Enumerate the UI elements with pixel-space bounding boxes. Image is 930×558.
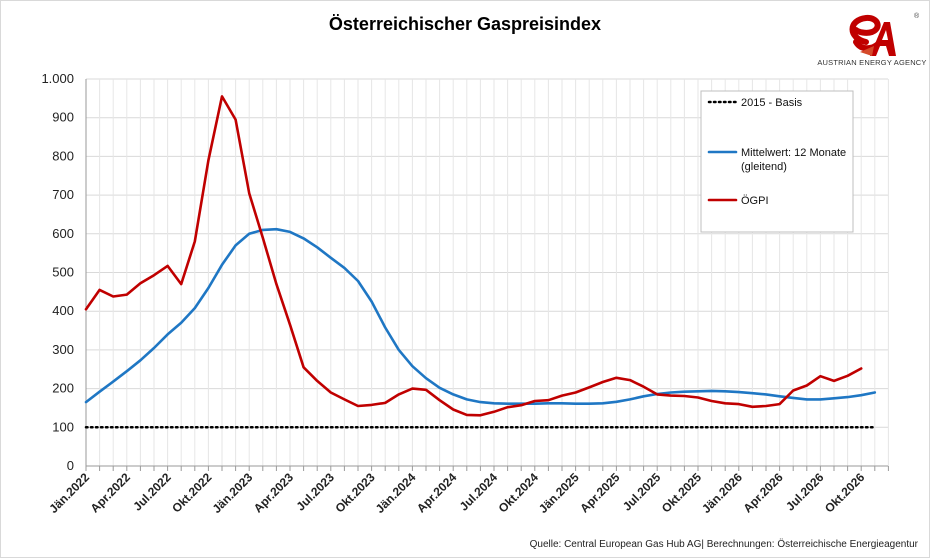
x-tick-label: Apr.2025 [577,470,623,516]
y-tick-label: 800 [52,148,74,163]
y-tick-label: 700 [52,187,74,202]
x-tick-label: Apr.2022 [88,470,134,516]
x-tick-label: Okt.2023 [332,470,378,516]
x-tick-label: Apr.2026 [740,470,786,516]
chart-title: Österreichischer Gaspreisindex [328,14,602,34]
x-tick-label: Jul.2024 [457,470,501,514]
x-tick-label: Okt.2024 [496,470,542,516]
x-tick-label: Jän.2022 [46,470,92,516]
y-tick-label: 100 [52,419,74,434]
legend: 2015 - Basis Mittelwert: 12 Monate (gleite… [700,90,854,233]
austrian-energy-agency-logo: ® [826,8,922,70]
x-tick-labels: Jän.2022Apr.2022Jul.2022Okt.2022Jän.2023… [46,470,867,516]
legend-label-2: ÖGPI [741,195,769,207]
y-tick-label: 200 [52,381,74,396]
y-tick-label: 500 [52,265,74,280]
y-tick-label: 1.000 [41,71,74,86]
x-tick-label: Okt.2022 [169,470,215,516]
x-tick-label: Jän.2026 [699,470,745,516]
legend-box [700,90,854,233]
y-tick-label: 600 [52,226,74,241]
registered-mark: ® [914,12,920,20]
x-tick-label: Okt.2026 [822,470,868,516]
x-tick-label: Jul.2022 [130,470,174,514]
y-tick-label: 0 [67,458,74,473]
y-tick-label: 400 [52,303,74,318]
x-tick-label: Okt.2025 [659,470,705,516]
legend-label-0: 2015 - Basis [741,97,803,109]
y-tick-label: 900 [52,110,74,125]
x-tick-label: Apr.2024 [414,470,460,516]
x-tick-label: Apr.2023 [251,470,297,516]
x-tick-label: Jän.2023 [210,470,256,516]
x-tick-label: Jul.2025 [620,470,664,514]
x-tick-label: Jän.2025 [536,470,582,516]
x-tick-label: Jul.2023 [294,470,338,514]
legend-label-1: (gleitend) [741,161,787,173]
series-lines [84,95,877,429]
logo-text: AUSTRIAN ENERGY AGENCY [817,58,927,67]
x-tick-label: Jän.2024 [373,470,419,516]
y-tick-labels: 0 100 200 300 400 500 600 700 800 900 1.000 [41,71,74,473]
legend-label-1: Mittelwert: 12 Monate [741,147,846,159]
source-note: Quelle: Central European Gas Hub AG| Ber… [529,539,918,550]
series-line-2 [84,95,863,417]
x-tick-label: Jul.2026 [783,470,827,514]
y-tick-label: 300 [52,342,74,357]
series-line-1 [84,227,877,406]
